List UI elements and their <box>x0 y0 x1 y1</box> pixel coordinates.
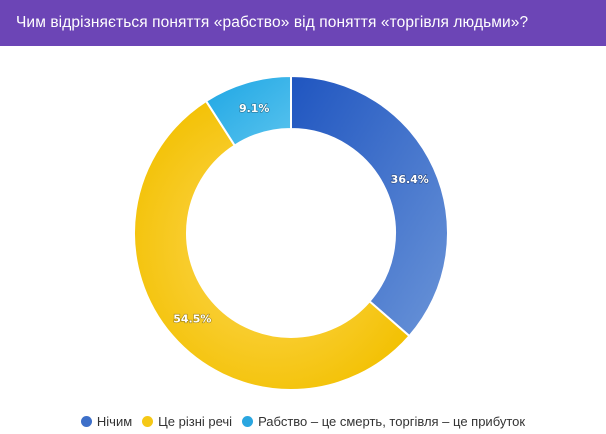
legend-item-1[interactable]: Нічим <box>80 414 133 429</box>
legend-marker-icon <box>142 416 154 427</box>
slice-label-2: 54.5% <box>173 312 211 325</box>
legend-label: Рабство – це смерть, торгівля – це прибу… <box>258 414 526 429</box>
title-bar: Чим відрізняється поняття «рабство» від … <box>0 0 606 46</box>
legend-label: Нічим <box>96 414 133 429</box>
slice-label-1: 36.4% <box>391 173 429 186</box>
legend: Нічим Це різні речі Рабство – це смерть, т… <box>0 414 606 429</box>
slice-label-3: 9.1% <box>239 102 270 115</box>
legend-marker-icon <box>242 416 254 427</box>
slice-1 <box>290 74 449 338</box>
slice-2 <box>133 99 411 392</box>
legend-item-3[interactable]: Рабство – це смерть, торгівля – це прибу… <box>242 414 525 429</box>
chart-title: Чим відрізняється поняття «рабство» від … <box>16 14 529 31</box>
slice-3 <box>204 74 292 147</box>
legend-label: Це різні речі <box>158 414 233 429</box>
legend-marker-icon <box>80 416 92 427</box>
legend-item-2[interactable]: Це різні речі <box>142 414 232 429</box>
